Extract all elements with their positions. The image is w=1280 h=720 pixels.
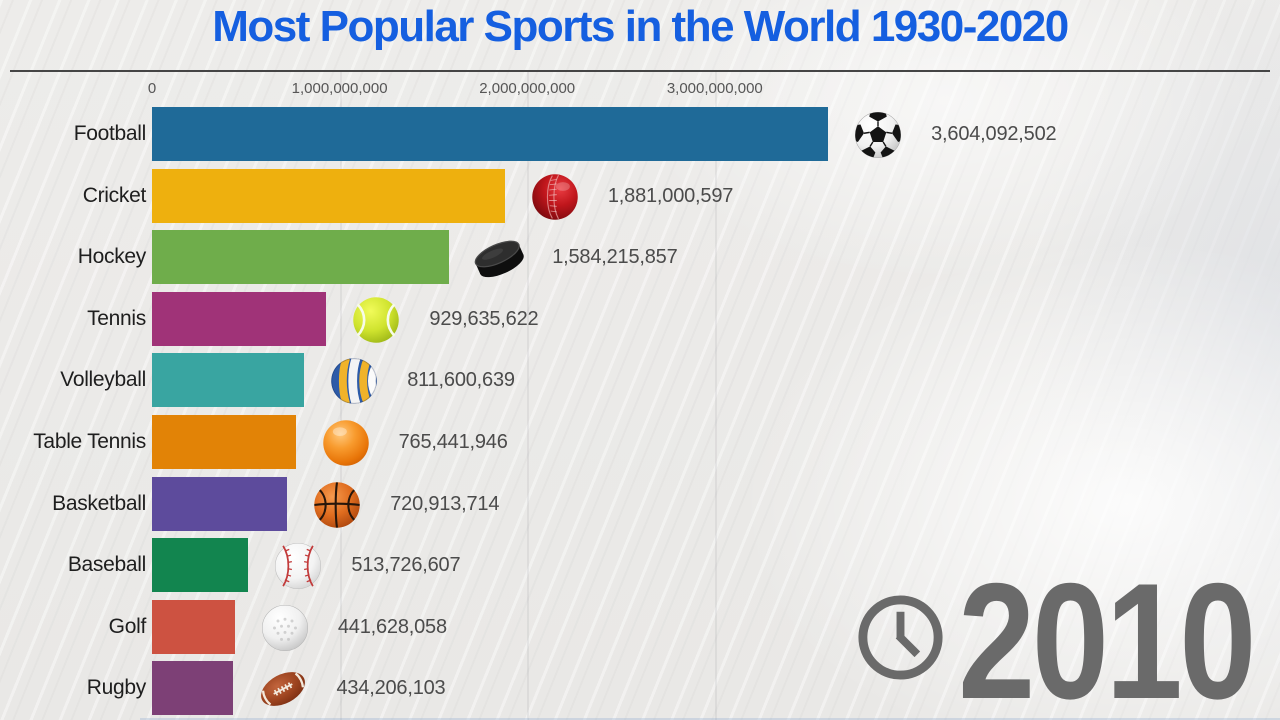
table-tennis-ball-icon bbox=[318, 415, 374, 471]
category-label: Rugby bbox=[86, 676, 147, 700]
bar-row: Rugby 434,206,103 bbox=[0, 661, 1280, 717]
bar-row: Football 3,604,092,502 bbox=[0, 107, 1280, 161]
tennis-ball-icon bbox=[348, 292, 404, 348]
value-label: 1,584,215,857 bbox=[552, 246, 678, 269]
cricket-ball-icon bbox=[527, 169, 583, 225]
axis-tick-label: 3,000,000,000 bbox=[666, 80, 763, 97]
volleyball-icon bbox=[326, 353, 382, 409]
golf-ball-icon bbox=[257, 600, 313, 656]
axis-tick-label: 0 bbox=[147, 80, 157, 97]
year-label: 2010 bbox=[958, 549, 1256, 720]
value-label: 929,635,622 bbox=[429, 307, 539, 330]
bar bbox=[152, 415, 296, 469]
category-label: Tennis bbox=[87, 306, 146, 330]
axis-tick-label: 1,000,000,000 bbox=[291, 80, 388, 97]
bar bbox=[152, 476, 288, 531]
value-label: 1,881,000,597 bbox=[607, 184, 734, 207]
bar-row: Tennis 929,635,622 bbox=[0, 291, 1280, 348]
value-label: 765,441,946 bbox=[398, 431, 508, 453]
bar-row: Cricket 1,881,000,597 bbox=[0, 168, 1280, 225]
baseball-icon bbox=[275, 543, 322, 590]
basketball-icon bbox=[309, 477, 365, 533]
bar bbox=[152, 538, 249, 593]
hockey-puck-icon bbox=[474, 240, 524, 278]
value-label: 434,206,103 bbox=[336, 677, 446, 700]
volleyball-icon bbox=[331, 358, 377, 405]
tennis-ball-icon bbox=[353, 297, 400, 343]
category-label: Football bbox=[73, 122, 147, 145]
golf-ball-icon bbox=[261, 604, 308, 651]
bar-row: Table Tennis 765,441,946 bbox=[0, 415, 1280, 469]
rugby-ball-icon bbox=[261, 672, 306, 707]
bar bbox=[152, 291, 327, 346]
category-label: Cricket bbox=[82, 183, 147, 207]
bar-row: Volleyball 811,600,639 bbox=[0, 353, 1280, 409]
bar bbox=[152, 107, 829, 161]
value-label: 3,604,092,502 bbox=[931, 123, 1057, 145]
bar-row: Baseball 513,726,607 bbox=[0, 538, 1280, 594]
category-label: Basketball bbox=[52, 491, 146, 515]
bar bbox=[152, 230, 450, 285]
bar bbox=[152, 353, 305, 408]
bottom-edge-artifact bbox=[140, 718, 1280, 720]
category-label: Hockey bbox=[77, 245, 147, 269]
bar bbox=[152, 599, 235, 654]
bar-row: Golf 441,628,058 bbox=[0, 599, 1280, 656]
table-tennis-ball-icon bbox=[322, 420, 369, 466]
gridline bbox=[527, 72, 530, 720]
cricket-ball-icon bbox=[532, 173, 578, 220]
axis-line bbox=[10, 70, 1270, 72]
soccer-ball-icon bbox=[855, 111, 902, 159]
axis-tick-label: 2,000,000,000 bbox=[479, 80, 576, 97]
category-label: Baseball bbox=[67, 553, 146, 577]
category-label: Table Tennis bbox=[33, 430, 146, 453]
basketball-icon bbox=[314, 481, 360, 528]
value-label: 720,913,714 bbox=[390, 492, 500, 515]
value-label: 811,600,639 bbox=[407, 369, 515, 392]
bar-row: Hockey 1,584,215,857 bbox=[0, 230, 1280, 286]
clock-icon bbox=[853, 590, 948, 685]
rugby-ball-icon bbox=[255, 661, 311, 717]
soccer-ball-icon bbox=[850, 107, 906, 163]
value-label: 441,628,058 bbox=[337, 615, 447, 638]
category-label: Golf bbox=[108, 614, 147, 638]
page-title: Most Popular Sports in the World 1930-20… bbox=[212, 2, 1069, 51]
hockey-puck-icon bbox=[471, 230, 527, 286]
bar bbox=[152, 661, 234, 716]
bar bbox=[152, 168, 505, 223]
baseball-icon bbox=[270, 538, 326, 594]
value-label: 513,726,607 bbox=[351, 554, 461, 577]
gridline bbox=[714, 72, 717, 720]
category-label: Volleyball bbox=[60, 368, 146, 392]
bar-row: Basketball 720,913,714 bbox=[0, 476, 1280, 533]
